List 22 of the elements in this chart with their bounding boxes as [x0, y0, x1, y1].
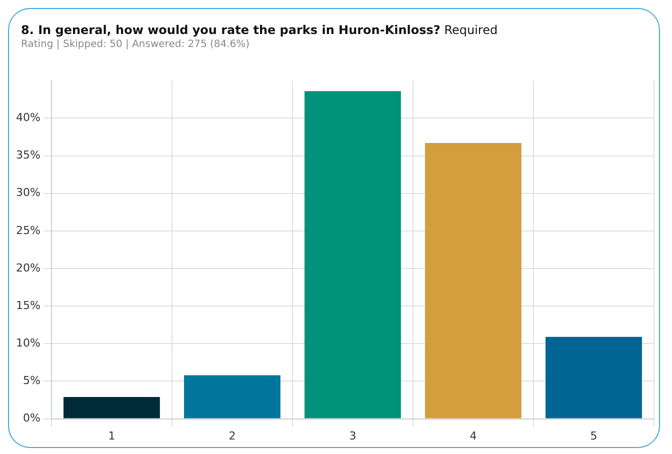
x-tick-label: 1 — [108, 429, 116, 442]
y-tick-label: 0% — [22, 412, 40, 425]
x-tick-label: 2 — [228, 429, 236, 442]
bar — [304, 91, 401, 418]
chart-subtitle: Rating | Skipped: 50 | Answered: 275 (84.6%) — [21, 39, 250, 50]
bar — [184, 375, 280, 418]
x-tick-label: 4 — [470, 429, 477, 442]
y-tick-label: 35% — [16, 148, 40, 162]
y-tick-label: 30% — [16, 186, 40, 200]
bar — [546, 336, 642, 418]
text: Required — [443, 23, 498, 37]
y-tick-label: 25% — [16, 224, 40, 237]
y-tick-label: 20% — [16, 261, 40, 274]
x-tick-label: 3 — [349, 429, 356, 442]
y-tick-label: 5% — [22, 374, 40, 388]
y-tick-label: 10% — [16, 336, 40, 350]
y-tick-label: 40% — [16, 111, 40, 124]
bar — [64, 397, 160, 418]
y-tick-label: 15% — [16, 298, 40, 312]
bar — [425, 142, 522, 418]
chart-title: 8. In general, how would you rate the parks in Huron-Kinloss? — [21, 23, 440, 37]
x-tick-label: 5 — [590, 429, 598, 442]
